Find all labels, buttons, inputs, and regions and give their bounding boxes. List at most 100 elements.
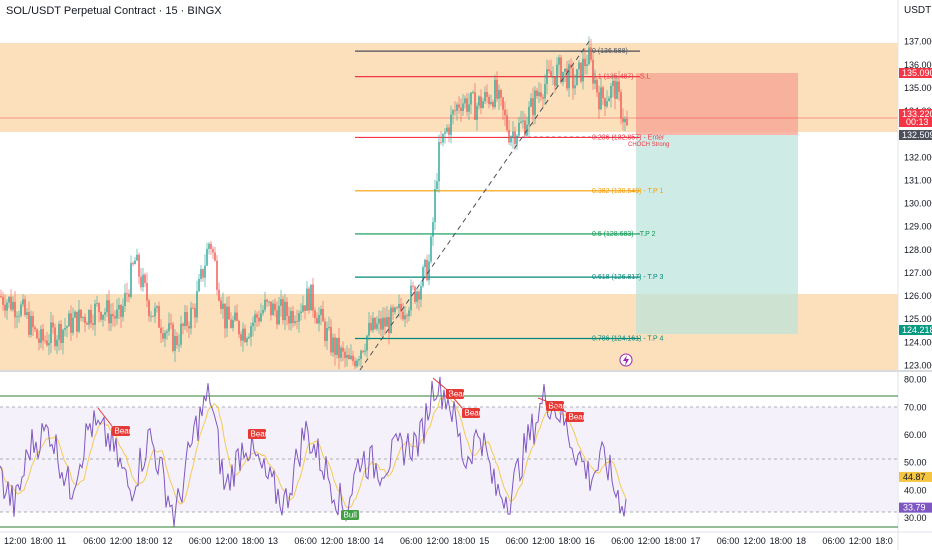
candle [98,303,100,313]
candle [560,57,562,83]
candle [460,107,462,112]
candle [406,315,408,317]
candle [252,322,254,327]
candle [316,318,318,324]
candle [604,98,606,107]
candle [532,98,534,116]
candle [244,328,246,343]
candle [144,274,146,283]
candle [90,310,92,324]
rsi-tag[interactable]: 44.87 [899,471,932,482]
bear-signal[interactable]: Bear [446,389,466,399]
candle [22,299,24,305]
time-tick: 06:00 [822,536,845,546]
time-tick: 06:00 [294,536,317,546]
candle [596,79,598,93]
rsi-tick: 80.00 [904,375,927,385]
candle [128,293,130,297]
time-tick: 17 [690,536,700,546]
candle [512,131,514,138]
fib-label: 0.236 (132.857) - Enter [592,134,665,141]
bear-signal[interactable]: Bear [248,429,268,439]
price-tag[interactable]: 124.218 [899,325,932,335]
bear-signal[interactable]: Bear [462,408,482,418]
candle [220,300,222,309]
candle [450,114,452,135]
signal-text: Bear [251,430,268,439]
candle [240,334,242,341]
candle [14,301,16,318]
candle [600,87,602,110]
candle [462,103,464,112]
take-profit-box [636,135,798,334]
candle [254,314,256,323]
candle [534,90,536,116]
candle [422,267,424,287]
bear-signal[interactable]: Bear [566,412,586,422]
price-tag-value: 132.509 [902,130,932,140]
candle [398,303,400,309]
candle [208,243,210,249]
candle [308,288,310,311]
candle [138,254,140,277]
rsi-tag-value: 44.87 [903,472,926,482]
candle [418,291,420,300]
candle [92,323,94,325]
candle [442,133,444,143]
price-tag[interactable]: 135.090 [899,68,932,78]
time-tick: 12:00 [426,536,449,546]
price-tag-value: 133.220 [902,109,932,119]
bear-signal[interactable]: Bear [112,426,132,436]
fib-label: 0 (136.588) [592,48,628,55]
candle [172,324,174,351]
candle [412,285,414,287]
candle [612,80,614,86]
candle [256,314,258,318]
candle [166,331,168,333]
price-tag[interactable]: 132.509 [899,130,932,140]
candle [548,69,550,72]
candle [170,323,172,325]
price-tick: 125.000 [904,314,932,324]
candle [52,322,54,328]
candle [592,59,594,84]
candle [396,307,398,309]
candle [54,327,56,347]
time-tick: 06:00 [83,536,106,546]
candle [386,317,388,327]
time-tick: 12:00 [743,536,766,546]
candle [384,317,386,327]
candle [214,252,216,261]
candle [518,122,520,136]
candle [364,350,366,352]
candle [568,64,570,89]
candle [458,104,460,108]
time-tick: 06:00 [611,536,634,546]
candle [500,90,502,98]
candle [564,68,566,72]
candle [578,62,580,70]
price-tick: 131.000 [904,175,932,185]
candle [424,259,426,268]
candle [198,278,200,292]
time-tick: 18:00 [347,536,370,546]
candle [514,131,516,144]
candle [354,361,356,367]
lightning-icon[interactable] [619,353,633,367]
time-tick: 12:00 [215,536,238,546]
candle [298,313,300,322]
candle [400,303,402,312]
candle [608,98,610,102]
candle [200,269,202,279]
candle [216,260,218,290]
candle [420,286,422,300]
rsi-tag[interactable]: 33.79 [899,502,932,513]
candle [136,254,138,261]
bull-signal[interactable]: Bull [341,510,359,520]
currency-unit[interactable]: USDT [904,5,932,16]
candle [368,322,370,336]
candle [394,307,396,313]
candle [84,317,86,324]
